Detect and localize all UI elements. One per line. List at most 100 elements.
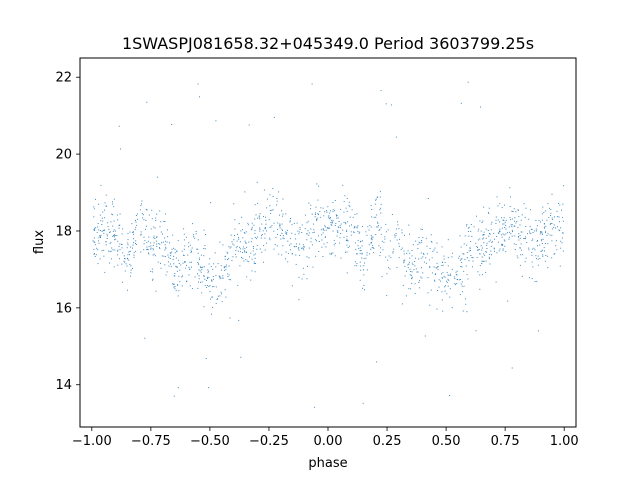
y-tick-label: 20 <box>55 148 72 163</box>
data-point <box>254 253 256 255</box>
data-point <box>526 242 528 243</box>
data-point <box>494 238 495 240</box>
data-point <box>135 243 136 244</box>
data-point <box>150 271 152 272</box>
data-point <box>279 225 281 227</box>
data-point <box>102 211 104 213</box>
data-point <box>556 249 558 251</box>
data-point <box>541 231 543 233</box>
data-point <box>505 224 507 226</box>
data-point <box>437 290 439 291</box>
data-point <box>499 231 501 233</box>
data-point <box>551 234 553 236</box>
data-point <box>427 198 429 199</box>
data-point <box>263 189 265 191</box>
data-point <box>338 221 340 222</box>
data-point <box>524 238 526 239</box>
data-point <box>525 257 527 259</box>
data-point <box>281 228 283 230</box>
data-point <box>422 256 424 258</box>
data-point <box>154 255 156 257</box>
data-point <box>259 248 261 250</box>
data-point <box>540 250 542 252</box>
data-point <box>495 216 497 218</box>
data-point <box>351 224 352 226</box>
data-point <box>188 246 190 248</box>
data-point <box>245 231 247 233</box>
data-point <box>558 216 560 218</box>
data-point <box>354 227 356 228</box>
data-point <box>336 215 338 217</box>
data-point <box>363 274 365 276</box>
data-point <box>146 101 148 103</box>
data-point <box>269 210 271 212</box>
data-point <box>385 256 387 258</box>
data-point <box>340 223 342 225</box>
data-point <box>128 259 130 261</box>
data-point <box>348 201 350 203</box>
data-point <box>402 284 404 286</box>
data-point <box>404 265 406 267</box>
data-point <box>285 213 287 215</box>
data-point <box>301 224 303 226</box>
x-tick-label: −0.50 <box>190 434 230 449</box>
data-point <box>316 219 318 221</box>
data-point <box>370 226 372 228</box>
data-point <box>499 203 501 205</box>
data-point <box>375 198 377 200</box>
data-point <box>425 257 427 259</box>
data-point <box>101 250 103 252</box>
data-point <box>153 242 155 244</box>
data-point <box>236 240 238 242</box>
data-point <box>513 208 515 210</box>
data-point <box>105 194 107 196</box>
data-point <box>277 222 279 224</box>
data-point <box>164 221 166 222</box>
data-point <box>425 262 427 264</box>
data-point <box>152 271 153 273</box>
data-point <box>197 83 199 85</box>
data-point <box>426 245 428 247</box>
data-point <box>140 231 142 233</box>
data-point <box>544 227 546 229</box>
data-point <box>478 248 480 250</box>
data-point <box>174 288 176 290</box>
data-point <box>261 223 263 225</box>
data-point <box>329 253 331 255</box>
data-point <box>530 233 532 234</box>
data-point <box>407 267 409 269</box>
data-point <box>174 252 176 254</box>
data-point <box>123 260 125 262</box>
data-point <box>411 282 413 284</box>
data-point <box>502 223 504 225</box>
data-point <box>449 296 451 298</box>
data-point <box>151 218 153 220</box>
data-point <box>198 257 200 259</box>
data-point <box>182 262 184 264</box>
data-point <box>197 252 199 254</box>
data-point <box>125 263 127 265</box>
data-point <box>346 272 348 274</box>
data-point <box>442 261 443 263</box>
data-point <box>384 238 386 240</box>
data-point <box>471 257 473 258</box>
data-point <box>129 263 131 265</box>
data-point <box>287 252 289 254</box>
data-point <box>118 227 120 229</box>
data-point <box>183 248 185 250</box>
data-point <box>411 277 413 279</box>
data-point <box>129 250 131 252</box>
data-point <box>253 261 255 263</box>
data-point <box>513 243 515 245</box>
data-point <box>410 274 412 276</box>
data-point <box>311 83 313 85</box>
data-point <box>541 239 543 241</box>
data-point <box>460 266 462 267</box>
data-point <box>560 227 562 229</box>
data-point <box>493 232 495 234</box>
data-point <box>528 218 530 220</box>
data-point <box>94 242 96 243</box>
data-point <box>164 244 166 246</box>
data-point <box>493 248 495 250</box>
data-point <box>447 274 449 276</box>
